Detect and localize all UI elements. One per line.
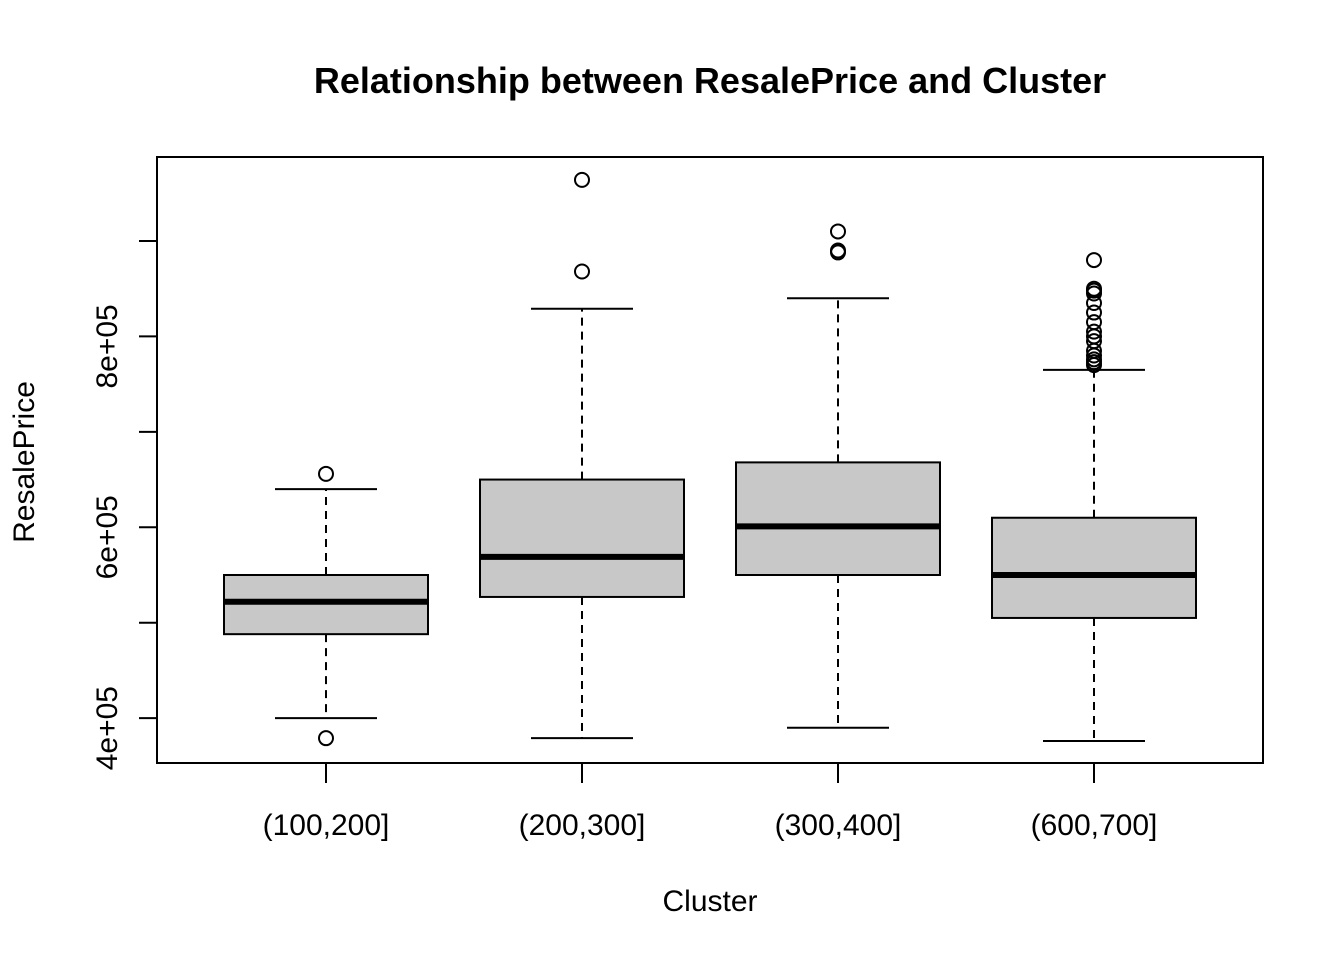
y-tick-label: 4e+05	[91, 686, 124, 770]
outlier-point	[1086, 252, 1102, 269]
box-iqr	[991, 516, 1197, 619]
y-tick-label: 6e+05	[91, 495, 124, 579]
outlier-point	[318, 730, 334, 747]
outlier-point	[318, 465, 334, 482]
outlier-point	[574, 171, 590, 188]
y-axis-label: ResalePrice	[8, 381, 41, 543]
box-group	[991, 252, 1197, 743]
box-iqr	[735, 461, 941, 576]
outlier-point	[1086, 333, 1102, 350]
box-iqr	[479, 478, 685, 598]
outlier-point	[1086, 314, 1102, 331]
outlier-point	[830, 242, 846, 259]
y-tick-label: 8e+05	[91, 304, 124, 388]
outlier-point	[1086, 280, 1102, 297]
chart-title: Relationship between ResalePrice and Clu…	[314, 60, 1106, 101]
outlier-point	[574, 263, 590, 280]
x-axis-label: Cluster	[662, 885, 757, 918]
box-group	[735, 223, 941, 729]
box-group	[479, 171, 685, 740]
x-tick-label: (300,400]	[775, 809, 902, 842]
box-group	[223, 465, 429, 747]
outlier-point	[1086, 304, 1102, 321]
x-tick-label: (200,300]	[519, 809, 646, 842]
outlier-point	[1086, 323, 1102, 340]
plot-area	[223, 171, 1197, 747]
x-tick-label: (600,700]	[1031, 809, 1158, 842]
outlier-point	[830, 223, 846, 240]
x-tick-label: (100,200]	[263, 809, 390, 842]
plot-frame	[156, 156, 1264, 764]
